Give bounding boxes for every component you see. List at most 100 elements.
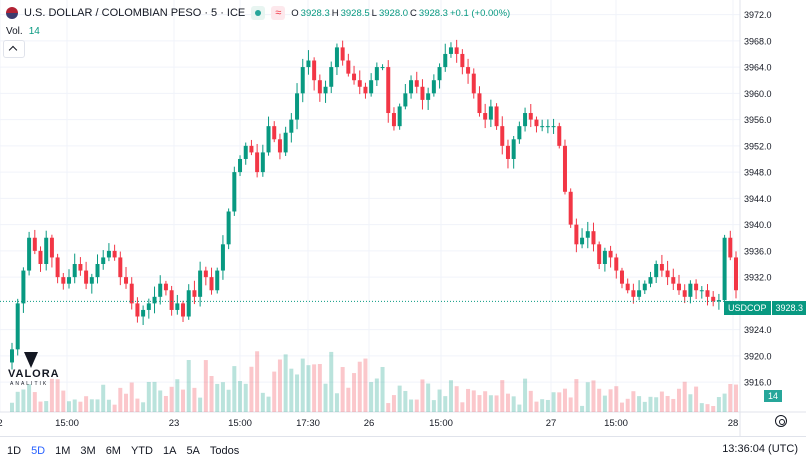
candle-body	[568, 191, 573, 225]
candle-body	[483, 113, 488, 120]
candle-body	[340, 47, 345, 61]
volume-bar	[334, 393, 339, 412]
us-flag-icon	[6, 7, 18, 19]
collapse-legend-button[interactable]	[3, 40, 25, 58]
volume-bar	[15, 391, 20, 412]
candle-body	[734, 257, 738, 291]
candle-body	[682, 290, 687, 297]
range-button-6m[interactable]: 6M	[105, 445, 121, 457]
x-tick-label: 15:00	[429, 418, 453, 429]
candle-body	[534, 119, 539, 127]
candle-body	[471, 73, 476, 94]
candle-body	[380, 67, 385, 69]
candle-body	[141, 309, 146, 317]
candle-body	[608, 250, 613, 258]
volume-bar	[619, 402, 624, 412]
volume-bar	[688, 394, 693, 412]
range-button-1m[interactable]: 1M	[55, 445, 71, 457]
candle-body	[500, 126, 505, 146]
candle-body	[152, 296, 157, 304]
volume-bar	[340, 367, 345, 412]
volume-bar	[300, 358, 305, 412]
candle-body	[10, 349, 14, 363]
symbol-title[interactable]: U.S. DOLLAR / COLOMBIAN PESO · 5 · ICE	[24, 7, 246, 19]
volume-bar	[118, 387, 123, 412]
volume-bar	[61, 390, 66, 412]
volume-bar	[551, 392, 556, 412]
range-button-ytd[interactable]: YTD	[130, 445, 153, 457]
volume-bar	[676, 388, 681, 412]
range-button-todos[interactable]: Todos	[209, 445, 240, 457]
x-tick-label: 26	[364, 418, 375, 429]
y-tick-label: 3916.0	[744, 378, 772, 388]
range-button-5a[interactable]: 5A	[186, 445, 200, 457]
clock[interactable]: 13:36:04 (UTC)	[722, 443, 798, 455]
candle-body	[574, 224, 579, 245]
volume-bar	[129, 382, 134, 412]
candle-body	[243, 145, 248, 159]
volume-bar	[397, 385, 402, 412]
candle-body	[602, 250, 607, 264]
volume-bar	[597, 388, 602, 412]
candle-body	[283, 132, 288, 153]
candle-body	[124, 277, 129, 284]
volume-bar	[312, 364, 317, 412]
volume-bar	[181, 389, 186, 412]
range-button-3m[interactable]: 3M	[80, 445, 96, 457]
market-open-icon[interactable]	[251, 6, 266, 20]
candle-body	[249, 145, 254, 153]
volume-bar	[716, 397, 721, 412]
candle-body	[637, 290, 642, 297]
range-button-5d[interactable]: 5D	[31, 445, 46, 457]
candle-body	[232, 172, 237, 212]
candle-body	[192, 290, 197, 297]
volume-bar	[295, 374, 300, 412]
volume-bar	[232, 366, 237, 412]
candle-body	[403, 93, 408, 107]
candle-body	[169, 290, 174, 310]
x-tick-label: 15:00	[55, 418, 79, 429]
gear-icon[interactable]	[775, 415, 787, 427]
candle-body	[705, 290, 710, 297]
range-button-1d[interactable]: 1D	[7, 445, 22, 457]
volume-bar	[186, 360, 191, 412]
volume-bar	[346, 387, 351, 412]
y-tick-label: 3956.0	[744, 115, 772, 125]
candle-body	[671, 277, 676, 284]
candle-body	[460, 53, 465, 68]
candle-body	[431, 80, 436, 94]
candle-body	[551, 126, 556, 128]
candle-body	[146, 303, 151, 310]
volume-bar	[426, 383, 431, 412]
volume-bar	[255, 351, 260, 412]
volume-bar	[659, 391, 664, 412]
volume-bar	[665, 395, 670, 412]
volume-bar	[238, 381, 243, 412]
delayed-data-icon[interactable]: ≈	[271, 6, 286, 20]
volume-bar	[55, 379, 60, 412]
logo-triangle-icon	[24, 352, 38, 368]
volume-bar	[124, 393, 129, 412]
range-button-1a[interactable]: 1A	[162, 445, 177, 457]
volume-bar	[608, 389, 613, 412]
volume-bar	[391, 395, 396, 412]
volume-bar	[226, 389, 231, 412]
candle-body	[625, 283, 630, 291]
candle-body	[203, 270, 208, 278]
candle-body	[386, 67, 391, 114]
candle-body	[323, 86, 328, 94]
volume-legend: Vol. 14	[6, 26, 40, 37]
candle-body	[597, 244, 602, 264]
candle-body	[397, 106, 402, 127]
price-chart[interactable]: 3972.0 3968.0 3964.0 3960.0 3956.0 3952.0 3948…	[0, 0, 806, 436]
volume-bar	[44, 401, 49, 412]
volume-bar	[648, 396, 653, 412]
volume-bar	[562, 388, 567, 412]
volume-bar	[420, 379, 425, 412]
volume-bar	[32, 392, 37, 412]
candle-body	[517, 126, 522, 140]
volume-bar	[352, 373, 357, 412]
y-tick-label: 3944.0	[744, 194, 772, 204]
volume-bar	[158, 390, 163, 412]
candle-body	[255, 152, 260, 173]
